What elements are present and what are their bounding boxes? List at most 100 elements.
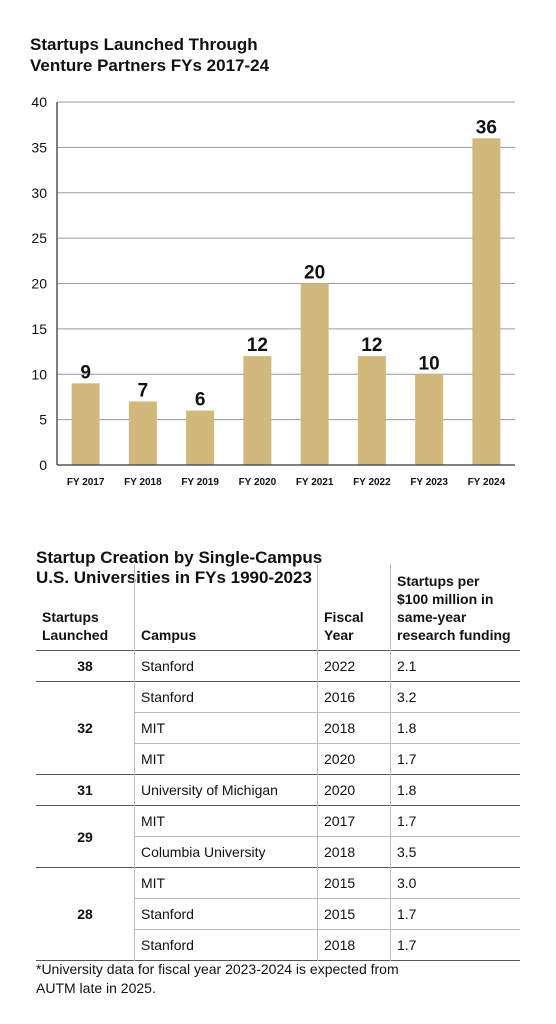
cell-fiscal-year: 2018 <box>317 712 391 744</box>
header-rate-line-2: $100 million in <box>397 591 494 607</box>
cell-fiscal-year: 2020 <box>317 774 391 806</box>
bar <box>415 374 444 465</box>
cell-fiscal-year: 2015 <box>317 867 391 899</box>
cell-campus: Stanford <box>134 898 318 930</box>
header-year-line-1: Fiscal <box>324 609 364 625</box>
table-row: 28 MIT 2015 3.0 <box>36 867 520 922</box>
cell-startups-per-funding: 1.7 <box>390 743 520 775</box>
y-tick-label: 10 <box>31 366 47 382</box>
table-row: Columbia University 2018 3.5 <box>36 836 520 868</box>
bar <box>71 383 100 465</box>
cell-startups-per-funding: 1.8 <box>390 774 520 806</box>
table-row: MIT 2020 1.7 <box>36 743 520 775</box>
y-axis-ticks: 0 5 10 15 20 25 30 35 40 <box>31 94 47 473</box>
cell-startups-launched: 32 <box>77 720 93 736</box>
header-rate-line-4: research funding <box>397 627 511 643</box>
cell-campus: University of Michigan <box>134 774 318 806</box>
footnote-line-1: *University data for fiscal year 2023-20… <box>36 961 399 977</box>
cell-campus: Stanford <box>134 929 318 961</box>
header-rate-line-1: Startups per <box>397 573 480 589</box>
cell-campus: Columbia University <box>134 836 318 868</box>
header-startups-per-funding: Startups per $100 million in same-year r… <box>390 564 520 651</box>
table-row: 32 Stanford 2016 3.2 <box>36 681 520 736</box>
table-row: MIT 2018 1.8 <box>36 712 520 744</box>
table-row: 38 Stanford 2022 2.1 <box>36 650 520 682</box>
x-tick-label: FY 2017 <box>67 477 105 488</box>
x-axis-ticks: FY 2017 FY 2018 FY 2019 FY 2020 FY 2021 FY 20… <box>67 477 506 488</box>
cell-startups-per-funding: 1.7 <box>390 898 520 930</box>
table-row: 31 University of Michigan 2020 1.8 <box>36 774 520 806</box>
table-row: 29 MIT 2017 1.7 <box>36 805 520 845</box>
y-tick-label: 35 <box>31 139 47 155</box>
chart-title-line-2: Venture Partners FYs 2017-24 <box>30 56 270 75</box>
header-startups-launched: Startups Launched <box>36 564 135 651</box>
header-campus: Campus <box>134 564 318 651</box>
cell-startups-launched: 29 <box>77 828 93 845</box>
x-tick-label: FY 2018 <box>124 477 162 488</box>
bar-data-label: 20 <box>304 263 325 284</box>
header-launched-line-2: Launched <box>42 627 109 643</box>
bar <box>357 356 386 465</box>
bar <box>472 138 501 466</box>
bar-data-label: 12 <box>361 335 382 356</box>
cell-fiscal-year: 2018 <box>317 836 391 868</box>
table-row: Stanford 2015 1.7 <box>36 898 520 930</box>
bar-data-label: 12 <box>247 335 268 356</box>
bar-data-label: 6 <box>195 390 206 411</box>
bar-data-label: 7 <box>138 380 149 401</box>
y-tick-label: 0 <box>39 457 47 473</box>
cell-startups-per-funding: 3.2 <box>390 681 520 713</box>
header-year-line-2: Year <box>324 627 354 643</box>
cell-fiscal-year: 2018 <box>317 929 391 961</box>
bar-data-label: 36 <box>476 117 497 138</box>
cell-campus: Stanford <box>134 681 318 713</box>
bar <box>186 410 215 465</box>
bar-data-label: 10 <box>419 353 440 374</box>
chart-title-line-1: Startups Launched Through <box>30 35 258 54</box>
bar <box>128 401 157 465</box>
cell-fiscal-year: 2020 <box>317 743 391 775</box>
table-title-line-1: Startup Creation by Single-Campus <box>36 548 323 567</box>
data-labels: 9 7 6 12 20 12 10 36 <box>80 117 497 410</box>
bars <box>71 138 501 466</box>
x-tick-label: FY 2023 <box>410 477 448 488</box>
cell-fiscal-year: 2016 <box>317 681 391 713</box>
table-row: Stanford 2018 1.7 <box>36 929 520 961</box>
header-fiscal-year: Fiscal Year <box>317 564 391 651</box>
x-tick-label: FY 2022 <box>353 477 391 488</box>
y-tick-label: 5 <box>39 412 47 428</box>
cell-startups-per-funding: 3.0 <box>390 867 520 899</box>
table-header-row: Startups Launched Campus Fiscal Year Sta… <box>36 564 520 651</box>
y-tick-label: 25 <box>31 230 47 246</box>
y-tick-label: 15 <box>31 321 47 337</box>
cell-startups-per-funding: 2.1 <box>390 650 520 682</box>
cell-campus: MIT <box>134 712 318 744</box>
cell-campus: MIT <box>134 867 318 899</box>
x-tick-label: FY 2021 <box>296 477 334 488</box>
y-tick-label: 20 <box>31 276 47 292</box>
header-launched-line-1: Startups <box>42 609 99 625</box>
cell-campus: MIT <box>134 743 318 775</box>
cell-startups-launched: 31 <box>77 782 93 798</box>
bar <box>243 356 272 465</box>
chart-title: Startups Launched Through Venture Partne… <box>30 34 410 76</box>
y-tick-label: 40 <box>31 94 47 110</box>
gridlines <box>57 101 515 421</box>
cell-startups-per-funding: 1.7 <box>390 929 520 961</box>
y-tick-label: 30 <box>31 185 47 201</box>
cell-startups-per-funding: 3.5 <box>390 836 520 868</box>
cell-startups-per-funding: 1.8 <box>390 712 520 744</box>
cell-campus: MIT <box>134 805 318 837</box>
table-body: 38 Stanford 2022 2.1 32 Stanford 2016 3.2 MIT 201… <box>36 650 520 961</box>
cell-fiscal-year: 2015 <box>317 898 391 930</box>
cell-startups-per-funding: 1.7 <box>390 805 520 837</box>
footnote-line-2: AUTM late in 2025. <box>36 980 156 996</box>
cell-campus: Stanford <box>134 650 318 682</box>
bar <box>300 283 329 465</box>
footnote: *University data for fiscal year 2023-20… <box>36 960 506 998</box>
startup-creation-table: Startups Launched Campus Fiscal Year Sta… <box>36 564 520 961</box>
x-tick-label: FY 2019 <box>181 477 219 488</box>
cell-fiscal-year: 2017 <box>317 805 391 837</box>
cell-startups-launched: 38 <box>77 658 93 674</box>
